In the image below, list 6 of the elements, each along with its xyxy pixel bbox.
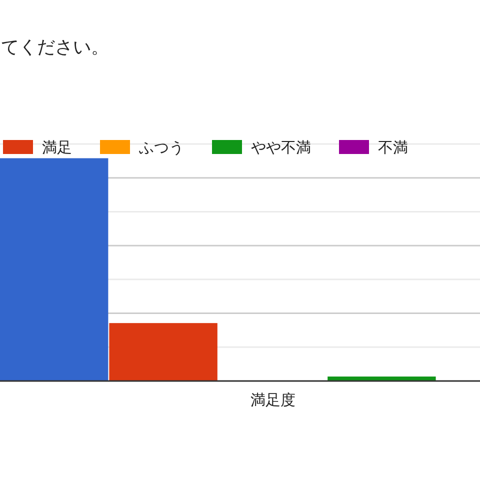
legend-label: 満足 [42, 140, 72, 156]
legend-label: ふつう [139, 140, 184, 156]
title: てください。 [1, 37, 109, 57]
xlabel: 満足度 [250, 392, 296, 409]
legend-label: やや不満 [251, 140, 311, 156]
legend-label: 不満 [378, 140, 408, 156]
